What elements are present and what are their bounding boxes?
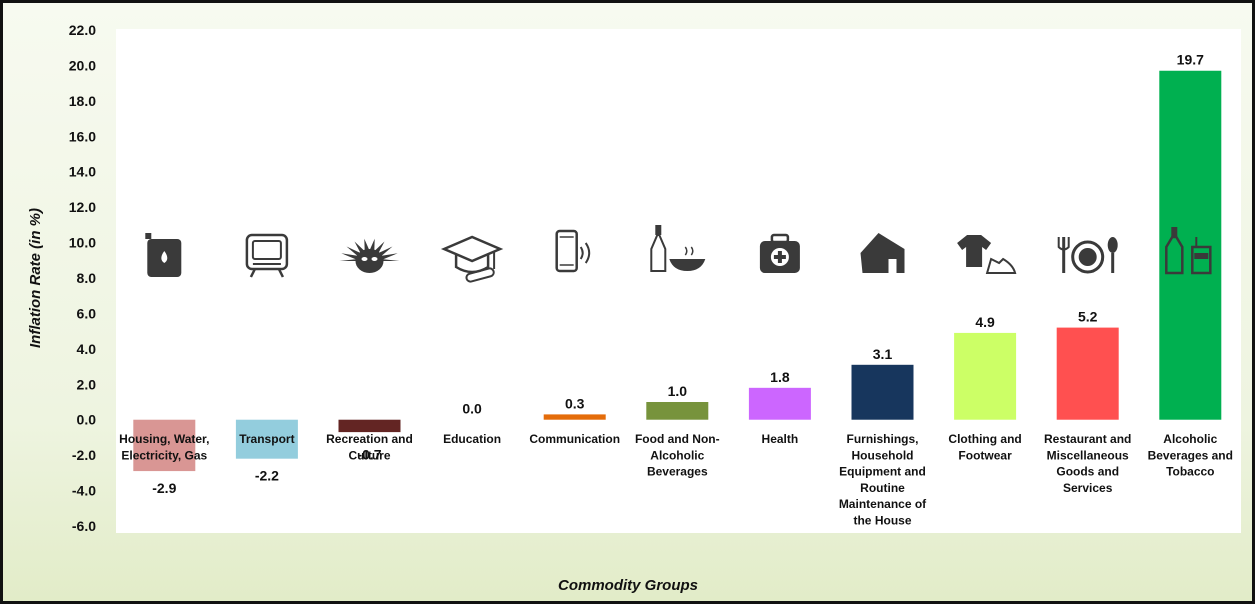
category-label: Clothing and Footwear: [948, 432, 1021, 462]
bar: [851, 364, 914, 420]
category-label: Furnishings, Household Equipment and Routin…: [839, 432, 927, 528]
data-label: 19.7: [1177, 52, 1204, 68]
category-label: Restaurant and Miscellaneous Goods and Serv…: [1044, 432, 1131, 495]
y-tick-label: 10.0: [69, 235, 96, 251]
bar: [748, 387, 811, 420]
bottle-and-bowl-icon: [650, 225, 706, 272]
x-axis-title: Commodity Groups: [558, 577, 698, 594]
y-tick-label: -6.0: [72, 518, 96, 534]
graduation-cap-icon: [440, 235, 504, 283]
data-label: 1.0: [668, 383, 688, 399]
data-label: 3.1: [873, 346, 893, 362]
y-tick-label: 14.0: [69, 164, 96, 180]
bar: [1159, 70, 1222, 420]
fork-plate-spoon-icon: [1057, 237, 1118, 274]
fuel-can-icon: [145, 233, 182, 277]
tv-icon: [245, 233, 289, 278]
y-tick-label: 2.0: [77, 376, 97, 392]
bar: [1056, 327, 1119, 420]
bar: [133, 419, 196, 472]
y-tick-label: 16.0: [69, 128, 96, 144]
y-tick-label: 20.0: [69, 57, 96, 73]
y-tick-label: 0.0: [77, 412, 97, 428]
bar: [235, 419, 298, 459]
y-axis-title: Inflation Rate (in %): [27, 208, 44, 348]
bar: [954, 332, 1017, 420]
category-label: Alcoholic Beverages and Tobacco: [1148, 432, 1233, 479]
category-label: Health: [762, 432, 799, 446]
data-label: 1.8: [770, 369, 790, 385]
bar: [338, 419, 401, 433]
category-label: Recreation and Culture: [326, 432, 413, 462]
category-label: Communication: [529, 432, 620, 446]
y-tick-label: 12.0: [69, 199, 96, 215]
plot-area: [116, 29, 1241, 533]
mask-icon: [339, 238, 400, 273]
bottle-and-glass-icon: [1165, 227, 1212, 275]
category-label: Transport: [239, 432, 294, 446]
bar: [646, 402, 709, 420]
data-label: 4.9: [975, 314, 995, 330]
y-tick-label: 18.0: [69, 93, 96, 109]
house-icon: [860, 233, 905, 273]
y-tick-label: 6.0: [77, 305, 97, 321]
data-label: -0.7: [357, 447, 381, 463]
bar: [543, 414, 606, 420]
y-tick-label: -2.0: [72, 447, 96, 463]
data-label: -2.9: [152, 480, 176, 496]
category-label: Food and Non-Alcoholic Beverages: [635, 432, 720, 479]
mobile-phone-icon: [555, 229, 591, 273]
first-aid-kit-icon: [759, 233, 800, 273]
y-tick-label: 8.0: [77, 270, 97, 286]
y-tick-label: -4.0: [72, 483, 96, 499]
data-label: 0.3: [565, 395, 585, 411]
data-label: 0.0: [462, 401, 482, 417]
y-tick-label: 22.0: [69, 22, 96, 38]
category-label: Housing, Water, Electricity, Gas: [119, 432, 209, 462]
data-label: 5.2: [1078, 309, 1098, 325]
data-label: -2.2: [255, 468, 279, 484]
shirt-and-shoe-icon: [957, 235, 1017, 274]
category-label: Education: [443, 432, 501, 446]
y-tick-label: 4.0: [77, 341, 97, 357]
